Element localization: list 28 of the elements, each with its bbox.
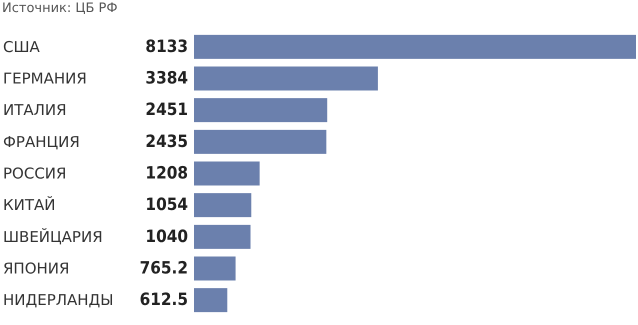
y-tick-label: ЯПОНИЯ <box>3 260 70 278</box>
data-label: 612.5 <box>140 290 188 310</box>
bar <box>194 193 252 218</box>
data-label: 1040 <box>145 226 188 247</box>
data-label: 1208 <box>145 164 188 184</box>
y-tick-label: ГЕРМАНИЯ <box>3 70 87 88</box>
data-label: 3384 <box>145 68 188 88</box>
bar <box>194 130 326 154</box>
data-label: 2435 <box>145 132 188 152</box>
y-tick-label: РОССИЯ <box>3 164 66 182</box>
text: Источник: ЦБ РФ <box>2 1 118 16</box>
bar <box>194 66 378 90</box>
bar <box>194 162 260 186</box>
y-tick-label: ИТАЛИЯ <box>3 101 67 120</box>
data-label: 765.2 <box>140 258 188 278</box>
data-label: 1054 <box>145 195 188 216</box>
data-label: 2451 <box>145 100 188 120</box>
bar <box>194 98 328 122</box>
y-tick-label: ШВЕЙЦАРИЯ <box>3 228 103 246</box>
bar <box>194 256 236 280</box>
y-tick-label: США <box>3 38 41 56</box>
bar <box>194 34 636 59</box>
y-tick-label: ФРАНЦИЯ <box>3 132 80 151</box>
y-tick-label: НИДЕРЛАНДЫ <box>3 291 114 310</box>
bar <box>194 288 228 312</box>
y-tick-label: КИТАЙ <box>3 196 56 214</box>
data-label: 8133 <box>145 36 188 57</box>
bar <box>194 224 251 249</box>
